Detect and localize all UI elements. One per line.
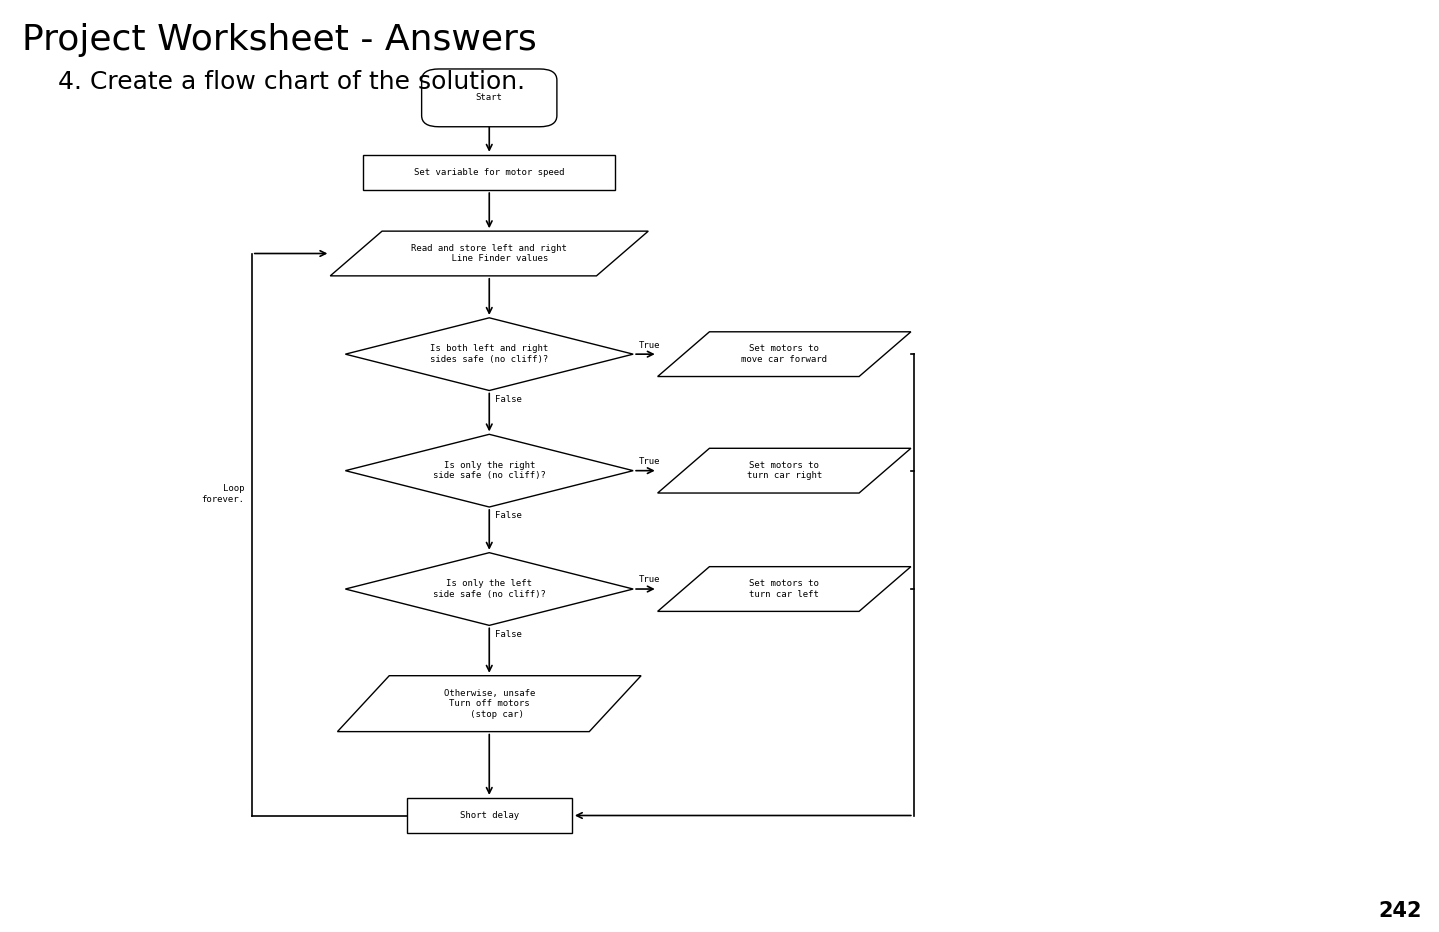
- Bar: [407, 798, 573, 833]
- Text: False: False: [495, 511, 522, 520]
- Text: Is only the right
side safe (no cliff)?: Is only the right side safe (no cliff)?: [433, 461, 545, 480]
- Text: True: True: [639, 340, 661, 350]
- Text: True: True: [639, 575, 661, 584]
- Text: False: False: [495, 629, 522, 638]
- Polygon shape: [658, 332, 911, 377]
- Text: Set variable for motor speed: Set variable for motor speed: [414, 168, 564, 177]
- Polygon shape: [658, 567, 911, 611]
- Text: Is only the left
side safe (no cliff)?: Is only the left side safe (no cliff)?: [433, 580, 545, 598]
- Polygon shape: [345, 553, 633, 625]
- Text: Loop
forever.: Loop forever.: [201, 485, 245, 503]
- Polygon shape: [345, 318, 633, 391]
- Text: Set motors to
turn car left: Set motors to turn car left: [750, 580, 819, 598]
- Text: Is both left and right
sides safe (no cliff)?: Is both left and right sides safe (no cl…: [430, 345, 548, 363]
- Text: True: True: [639, 457, 661, 466]
- Text: Set motors to
move car forward: Set motors to move car forward: [741, 345, 827, 363]
- Text: Short delay: Short delay: [459, 811, 519, 820]
- Polygon shape: [331, 231, 648, 276]
- FancyBboxPatch shape: [422, 69, 557, 127]
- Text: Start: Start: [476, 93, 502, 103]
- Text: 242: 242: [1379, 901, 1422, 921]
- Polygon shape: [658, 448, 911, 493]
- Text: Otherwise, unsafe
Turn off motors
   (stop car): Otherwise, unsafe Turn off motors (stop …: [443, 689, 535, 719]
- Text: 4. Create a flow chart of the solution.: 4. Create a flow chart of the solution.: [58, 70, 525, 94]
- Text: Set motors to
turn car right: Set motors to turn car right: [747, 461, 822, 480]
- Bar: [364, 155, 616, 190]
- Text: Project Worksheet - Answers: Project Worksheet - Answers: [22, 23, 537, 57]
- Polygon shape: [338, 676, 642, 732]
- Text: Read and store left and right
    Line Finder values: Read and store left and right Line Finde…: [412, 244, 567, 263]
- Text: False: False: [495, 394, 522, 404]
- Polygon shape: [345, 434, 633, 507]
